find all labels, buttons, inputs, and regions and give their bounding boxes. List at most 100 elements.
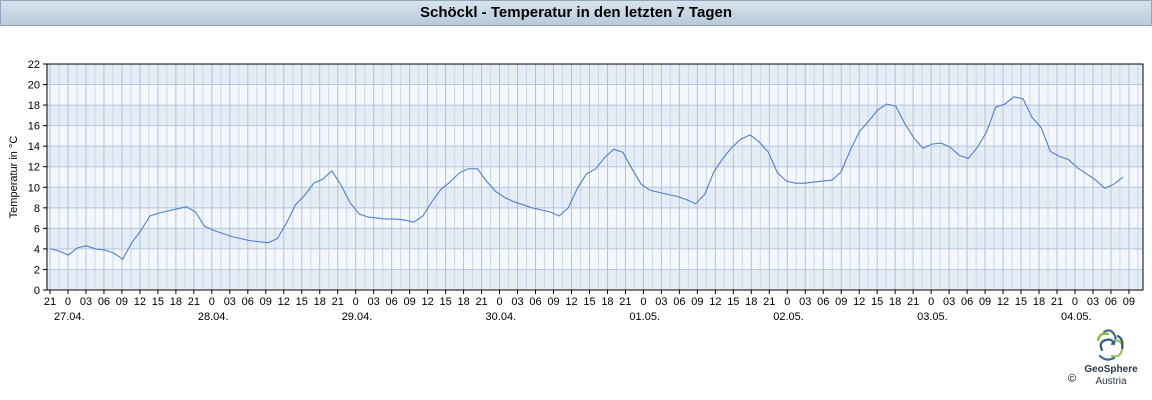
x-tick-label: 15 [439, 296, 451, 308]
series-layer [49, 96, 1124, 260]
x-tick-label: 06 [1105, 296, 1117, 308]
x-tick-label: 03 [224, 296, 236, 308]
x-tick-label: 18 [1033, 296, 1045, 308]
x-tick-label: 0 [928, 296, 934, 308]
plot-border [46, 63, 1144, 291]
y-tick-label: 12 [28, 162, 40, 174]
x-tick-label: 0 [1072, 296, 1078, 308]
x-tick-label: 18 [314, 296, 326, 308]
date-label: 29.04. [342, 311, 373, 323]
y-tick-label: 8 [34, 203, 40, 215]
x-tick-label: 0 [784, 296, 790, 308]
y-axis-label: Temperatur in °C [8, 136, 20, 219]
date-label: 27.04. [54, 311, 85, 323]
x-tick-label: 0 [353, 296, 359, 308]
x-tick-label: 15 [583, 296, 595, 308]
x-tick-label: 09 [979, 296, 991, 308]
x-tick-label: 15 [296, 296, 308, 308]
x-tick-label: 03 [368, 296, 380, 308]
x-tick-label: 15 [1015, 296, 1027, 308]
geosphere-logo: GeoSphere Austria [1078, 326, 1144, 390]
x-tick-label: 06 [529, 296, 541, 308]
y-tick-label: 2 [34, 264, 40, 276]
x-tick-label: 03 [511, 296, 523, 308]
x-tick-label: 06 [673, 296, 685, 308]
x-tick-label: 06 [961, 296, 973, 308]
x-tick-label: 18 [601, 296, 613, 308]
x-tick-label: 09 [691, 296, 703, 308]
grid-lines [46, 63, 1144, 291]
x-tick-label: 12 [134, 296, 146, 308]
date-label: 28.04. [198, 311, 229, 323]
x-tick-label: 18 [745, 296, 757, 308]
x-tick-label: 12 [709, 296, 721, 308]
x-tick-label: 21 [907, 296, 919, 308]
band-20 [47, 64, 1143, 85]
x-tick-label: 0 [209, 296, 215, 308]
x-tick-label: 0 [496, 296, 502, 308]
x-tick-label: 21 [44, 296, 56, 308]
x-tick-label: 15 [871, 296, 883, 308]
x-tick-label: 21 [619, 296, 631, 308]
date-label: 03.05. [917, 311, 948, 323]
x-tick-label: 15 [152, 296, 164, 308]
geosphere-logo-icon [1096, 329, 1124, 361]
band-4 [47, 228, 1143, 249]
band-12 [47, 146, 1143, 167]
y-tick-label: 14 [28, 141, 40, 153]
x-tick-label: 03 [799, 296, 811, 308]
y-tick-label: 0 [34, 285, 40, 297]
x-tick-label: 0 [65, 296, 71, 308]
x-tick-label: 18 [170, 296, 182, 308]
x-tick-label: 03 [1087, 296, 1099, 308]
y-tick-label: 6 [34, 223, 40, 235]
band-8 [47, 187, 1143, 208]
y-tick-label: 20 [28, 80, 40, 92]
x-tick-label: 09 [547, 296, 559, 308]
brand-subname: Austria [1095, 376, 1127, 387]
x-tick-label: 12 [853, 296, 865, 308]
x-tick-label: 06 [386, 296, 398, 308]
chart-title: Schöckl - Temperatur in den letzten 7 Ta… [419, 4, 732, 21]
x-tick-label: 21 [475, 296, 487, 308]
x-tick-label: 09 [1123, 296, 1135, 308]
x-tick-label: 21 [1051, 296, 1063, 308]
x-tick-label: 18 [457, 296, 469, 308]
x-tick-label: 12 [997, 296, 1009, 308]
x-tick-label: 0 [640, 296, 646, 308]
y-tick-label: 22 [28, 59, 40, 71]
x-tick-label: 12 [422, 296, 434, 308]
x-tick-label: 21 [763, 296, 775, 308]
series-line-temperature [49, 96, 1124, 260]
x-tick-label: 03 [655, 296, 667, 308]
date-label: 02.05. [773, 311, 804, 323]
x-tick-label: 15 [727, 296, 739, 308]
x-tick-label: 03 [80, 296, 92, 308]
x-tick-label: 12 [278, 296, 290, 308]
x-tick-label: 06 [98, 296, 110, 308]
band-0 [47, 269, 1143, 290]
x-tick-label: 09 [835, 296, 847, 308]
brand-name: GeoSphere [1084, 364, 1138, 375]
date-label: 30.04. [486, 311, 517, 323]
copyright-symbol: © [1068, 373, 1077, 385]
x-tick-label: 03 [943, 296, 955, 308]
y-tick-label: 18 [28, 100, 40, 112]
chart-title-bar: Schöckl - Temperatur in den letzten 7 Ta… [0, 0, 1152, 26]
y-tick-label: 4 [34, 244, 40, 256]
x-tick-label: 18 [889, 296, 901, 308]
y-tick-label: 16 [28, 121, 40, 133]
x-tick-label: 21 [188, 296, 200, 308]
date-label: 04.05. [1061, 311, 1092, 323]
x-tick-label: 09 [404, 296, 416, 308]
x-tick-label: 21 [332, 296, 344, 308]
x-tick-label: 09 [260, 296, 272, 308]
x-tick-label: 06 [817, 296, 829, 308]
y-tick-label: 10 [28, 182, 40, 194]
x-tick-label: 12 [565, 296, 577, 308]
x-tick-label: 09 [116, 296, 128, 308]
date-label: 01.05. [629, 311, 660, 323]
x-tick-label: 06 [242, 296, 254, 308]
